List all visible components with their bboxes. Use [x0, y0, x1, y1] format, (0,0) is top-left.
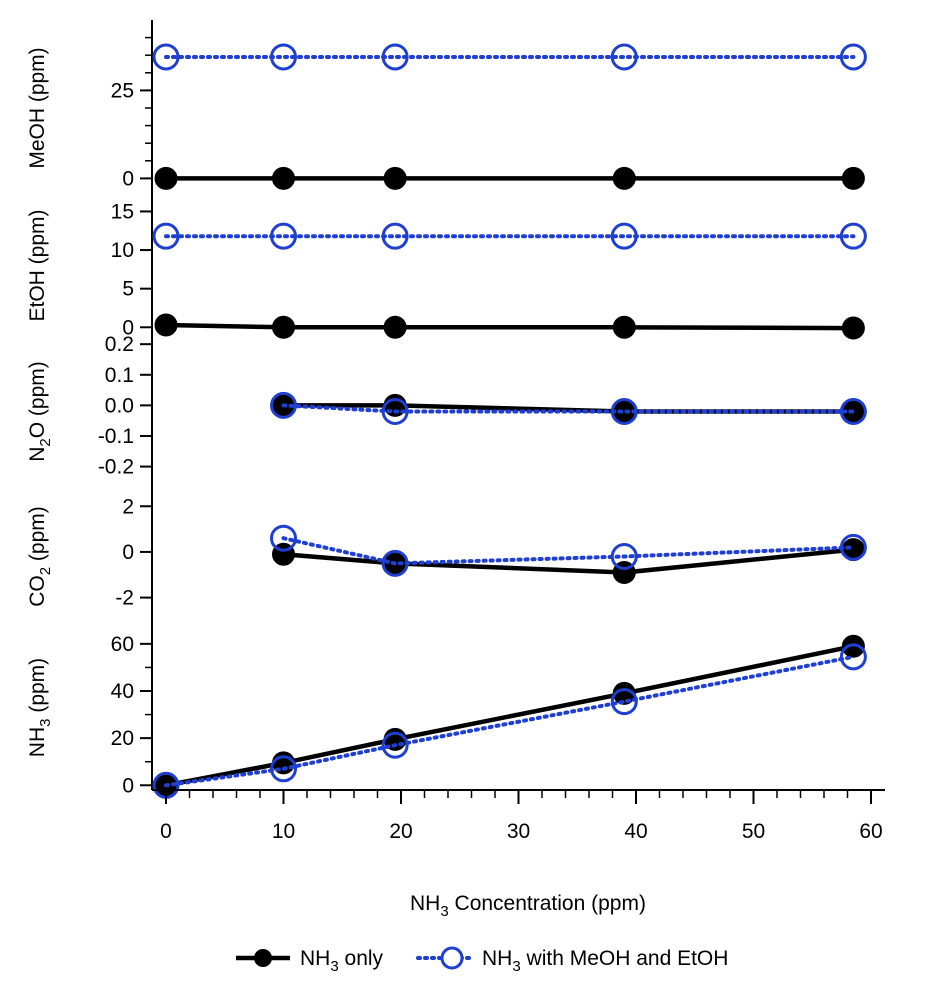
x-tick-label: 10: [272, 820, 295, 843]
y-tick-label-etoh: 10: [111, 239, 134, 262]
y-tick-label-co2: 2: [122, 495, 134, 518]
data-point-meoh-with-meoh-etoh: [381, 43, 409, 71]
data-point-co2-with-meoh-etoh: [610, 543, 638, 570]
data-point-etoh-with-meoh-etoh: [152, 222, 180, 250]
series-line-n2o-with-meoh-etoh: [281, 403, 856, 414]
panel-co2: -2 0 2 CO2 (ppm): [26, 495, 867, 610]
legend-marker-nh3-only: [254, 949, 272, 967]
legend-label-nh3-only: NH3 only: [300, 947, 384, 975]
y-tick-label-meoh: 25: [111, 79, 134, 102]
series-line-co2-with-meoh-etoh: [281, 536, 856, 566]
series-line-nh3-nh3-only: [165, 643, 854, 788]
data-point-etoh-with-meoh-etoh: [381, 222, 409, 250]
data-point-co2-with-meoh-etoh: [839, 533, 867, 561]
data-point-meoh-nh3-only: [612, 166, 636, 190]
legend: NH3 only NH3 with MeOH and EtOH: [236, 946, 728, 975]
data-point-nh3-with-meoh-etoh: [270, 755, 297, 783]
data-point-n2o-with-meoh-etoh: [839, 398, 867, 425]
series-line-co2-nh3-only: [283, 547, 854, 575]
data-point-etoh-nh3-only: [272, 315, 295, 339]
panel-nh3: 0 20 40 60 NH3 (ppm): [26, 633, 867, 799]
y-axis-title-n2o: N2O (ppm): [26, 361, 54, 462]
legend-marker-with-meoh-etoh: [440, 946, 464, 970]
data-point-etoh-with-meoh-etoh: [270, 222, 297, 250]
y-tick-label-nh3: 40: [111, 680, 134, 703]
y-tick-label-n2o: 0.2: [105, 333, 134, 356]
data-point-etoh-with-meoh-etoh: [839, 222, 867, 250]
panel-n2o: -0.2 -0.1 0.0 0.1 0.2 N2O (ppm): [26, 333, 867, 479]
y-tick-label-meoh: 0: [122, 167, 134, 190]
data-point-etoh-with-meoh-etoh: [610, 222, 638, 250]
y-axis-title-meoh: MeOH (ppm): [26, 47, 49, 168]
y-tick-label-n2o: 0.1: [105, 364, 134, 387]
data-point-etoh-nh3-only: [841, 316, 865, 340]
data-point-meoh-nh3-only: [272, 166, 295, 190]
y-tick-label-etoh: 0: [122, 316, 134, 339]
y-tick-label-co2: -2: [115, 587, 134, 610]
data-point-etoh-nh3-only: [383, 315, 407, 339]
x-tick-label: 20: [389, 820, 412, 843]
data-point-meoh-with-meoh-etoh: [839, 43, 867, 71]
data-point-nh3-with-meoh-etoh: [610, 688, 638, 716]
y-axis-title-etoh: EtOH (ppm): [26, 209, 49, 321]
data-point-etoh-nh3-only: [154, 313, 178, 337]
y-tick-label-n2o: 0.0: [105, 394, 134, 417]
y-tick-label-etoh: 15: [111, 200, 134, 223]
data-point-meoh-nh3-only: [154, 166, 178, 190]
x-tick-label: 60: [859, 820, 882, 843]
y-axis-title-nh3: NH3 (ppm): [26, 658, 54, 757]
x-tick-label: 30: [507, 820, 530, 843]
x-axis-title: NH3 Concentration (ppm): [410, 892, 646, 920]
y-axis-title-co2: CO2 (ppm): [26, 506, 54, 607]
data-point-nh3-with-meoh-etoh: [839, 643, 867, 671]
y-tick-label-nh3: 20: [111, 727, 134, 750]
data-point-nh3-with-meoh-etoh: [381, 731, 409, 759]
data-point-etoh-nh3-only: [612, 315, 636, 339]
panels-layer: 0 25 MeOH (ppm) 0 5 10 15 EtOH (ppm) -0.2 -0.1 0.0…: [26, 20, 867, 799]
y-tick-label-etoh: 5: [122, 278, 134, 301]
x-tick-label: 50: [742, 820, 765, 843]
x-tick-label: 0: [160, 820, 172, 843]
panel-etoh: 0 5 10 15 EtOH (ppm): [26, 200, 867, 340]
data-point-n2o-with-meoh-etoh: [381, 398, 409, 425]
data-point-meoh-nh3-only: [841, 166, 865, 190]
series-line-nh3-with-meoh-etoh: [164, 654, 856, 788]
y-tick-label-nh3: 60: [111, 633, 134, 656]
panel-meoh: 0 25 MeOH (ppm): [26, 36, 867, 190]
y-tick-label-n2o: -0.2: [98, 456, 134, 479]
data-point-n2o-with-meoh-etoh: [270, 391, 297, 419]
series-line-etoh-nh3-only: [165, 322, 854, 331]
data-point-meoh-with-meoh-etoh: [610, 43, 638, 71]
data-point-co2-with-meoh-etoh: [381, 549, 409, 577]
x-tick-label: 40: [624, 820, 647, 843]
data-point-n2o-with-meoh-etoh: [610, 398, 638, 425]
data-point-co2-with-meoh-etoh: [270, 524, 297, 552]
y-tick-label-nh3: 0: [122, 774, 134, 797]
legend-label-with-meoh-etoh: NH3 with MeOH and EtOH: [482, 947, 728, 975]
y-tick-label-co2: 0: [122, 541, 134, 564]
data-point-meoh-nh3-only: [383, 166, 407, 190]
y-tick-label-n2o: -0.1: [98, 425, 134, 448]
data-point-meoh-with-meoh-etoh: [152, 43, 180, 71]
data-point-meoh-with-meoh-etoh: [270, 43, 297, 71]
x-axis: 0 10 20 30 40 50 60 NH3 Concentration (ppm): [152, 789, 885, 920]
